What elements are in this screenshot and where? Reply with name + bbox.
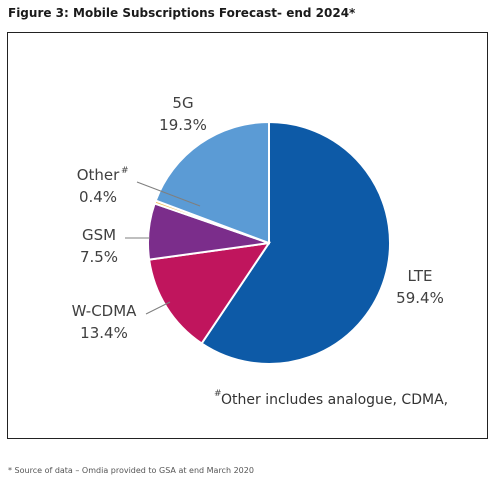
note-text: Other includes analogue, CDMA, [221, 392, 448, 408]
label-value-gsm: 7.5% [80, 248, 118, 266]
slice-lte [200, 120, 392, 365]
note-mark: # [214, 389, 222, 399]
label-name-5g: 5G [172, 94, 193, 112]
slice-5g [154, 120, 270, 245]
label-name-lte: LTE [408, 267, 433, 285]
pie-slices [146, 120, 392, 365]
slice-w-cdma [148, 241, 272, 345]
chart-note: # Other includes analogue, CDMA, [214, 389, 448, 408]
slice-labels: LTE 59.4% W-CDMA 13.4% GSM 7.5% Other 0.4% #5G 19… [72, 94, 444, 342]
leader-line-w-cdma [145, 301, 171, 315]
label-value-other: 0.4% [79, 188, 117, 206]
other-note-mark: # [121, 166, 129, 176]
label-name-other: Other [77, 166, 120, 184]
label-value-w-cdma: 13.4% [80, 324, 128, 342]
label-name-w-cdma: W-CDMA [72, 302, 138, 320]
label-name-gsm: GSM [82, 226, 116, 244]
chart-frame [7, 32, 488, 439]
figure-title: Figure 3: Mobile Subscriptions Forecast-… [8, 6, 356, 20]
leader-lines [125, 181, 201, 315]
label-value-lte: 59.4% [396, 289, 444, 307]
source-footnote: * Source of data – Omdia provided to GSA… [8, 466, 254, 475]
leader-line-other [136, 181, 201, 207]
label-value-5g: 19.3% [159, 116, 207, 134]
